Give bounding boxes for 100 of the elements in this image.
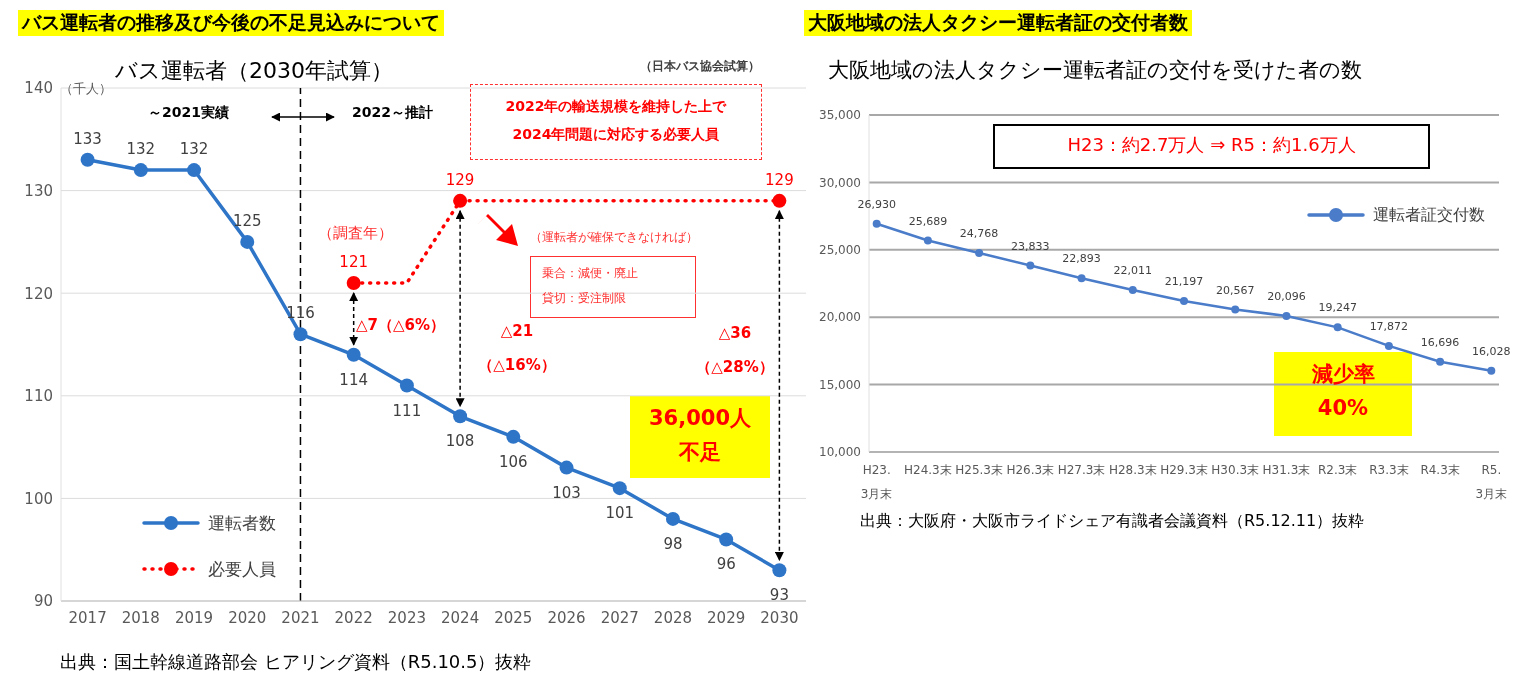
data-label: 125 xyxy=(232,211,262,230)
data-label: 103 xyxy=(552,483,581,502)
x-tick-label: R3.3末 xyxy=(1369,463,1409,477)
point xyxy=(872,219,881,228)
data-label: 16,696 xyxy=(1420,335,1460,349)
x-tick-label: H25.3末 xyxy=(955,463,1003,477)
data-label: 111 xyxy=(392,401,422,420)
data-label: 101 xyxy=(605,504,635,523)
point xyxy=(772,563,787,578)
x-tick-label: R2.3末 xyxy=(1317,463,1358,477)
point xyxy=(133,163,148,178)
point xyxy=(453,193,468,208)
annotation: （△16%） xyxy=(477,356,557,375)
x-tick-label: 2030 xyxy=(760,609,799,627)
x-tick-label: 2019 xyxy=(174,609,214,627)
annotation: 36,000人 xyxy=(647,405,752,432)
data-label: 20,096 xyxy=(1267,289,1306,303)
point xyxy=(80,152,95,167)
annotation: 2022～推計 xyxy=(352,104,433,122)
chart-title: 大阪地域の法人タクシー運転者証の交付者数 xyxy=(804,10,1192,36)
x-tick-label: 2029 xyxy=(707,609,746,627)
annotation: △7（△6%） xyxy=(356,316,445,335)
y-axis-title: （千人） xyxy=(60,80,112,98)
data-label: 22,011 xyxy=(1113,264,1153,278)
point xyxy=(293,327,308,342)
annotation: ～2021実績 xyxy=(148,104,229,122)
point xyxy=(1026,261,1035,270)
x-tick-label: H29.3末 xyxy=(1160,463,1208,477)
data-label: 129 xyxy=(765,170,794,189)
y-tick-label: 15,000 xyxy=(819,377,861,392)
point xyxy=(1384,341,1393,350)
annotation: △21 xyxy=(499,322,535,340)
point xyxy=(240,234,255,249)
point xyxy=(187,163,202,178)
data-label: 17,872 xyxy=(1369,319,1409,333)
data-label: 22,893 xyxy=(1062,252,1101,266)
point xyxy=(1436,357,1445,366)
source-note: 出典：国土幹線道路部会 ヒアリング資料（R5.10.5）抜粋 xyxy=(60,650,532,674)
chart-title: バス運転者の推移及び今後の不足見込みについて xyxy=(18,10,444,36)
x-tick-label: H24.3末 xyxy=(904,463,952,477)
x-tick-label: 2024 xyxy=(441,609,480,627)
y-tick-label: 120 xyxy=(24,284,53,303)
x-tick-label: H30.3末 xyxy=(1211,463,1260,477)
data-label: 24,768 xyxy=(959,226,999,240)
x-tick-label: 2022 xyxy=(334,609,373,627)
annotation: （運転者が確保できなければ） xyxy=(530,229,698,246)
data-label: 93 xyxy=(769,586,789,605)
x-tick-label: H27.3末 xyxy=(1057,463,1106,477)
y-tick-label: 140 xyxy=(24,79,53,98)
point xyxy=(719,532,734,547)
annotation: 乗合：減便・廃止 xyxy=(542,265,638,282)
point xyxy=(1180,297,1188,306)
legend-label: 必要人員 xyxy=(208,557,276,581)
x-tick-label: 2017 xyxy=(68,609,107,627)
x-tick-label: 2020 xyxy=(228,609,267,627)
point xyxy=(772,193,787,208)
x-tick-label: 2027 xyxy=(600,609,639,627)
chart-subtitle: バス運転者（2030年試算） xyxy=(115,57,393,85)
point xyxy=(559,460,574,475)
data-label: 121 xyxy=(339,252,368,271)
data-label: 16,028 xyxy=(1472,344,1511,358)
x-tick-label: 2018 xyxy=(121,609,160,627)
x-tick-label: 2026 xyxy=(547,609,586,627)
x-tick-label: 2028 xyxy=(653,609,693,627)
point xyxy=(346,347,361,362)
text: （日本バス協会試算） xyxy=(640,58,760,75)
legend-label: 運転者証交付数 xyxy=(1373,204,1485,226)
data-label: 98 xyxy=(663,534,683,553)
data-label: 132 xyxy=(179,140,209,159)
y-tick-label: 30,000 xyxy=(819,175,861,190)
data-label: 26,930 xyxy=(857,197,896,211)
point xyxy=(346,275,361,290)
y-tick-label: 100 xyxy=(24,489,53,508)
data-label: 21,197 xyxy=(1164,275,1204,289)
point xyxy=(506,429,521,444)
point xyxy=(975,248,984,257)
x-tick-label: R4.3末 xyxy=(1420,463,1460,477)
y-tick-label: 110 xyxy=(24,387,53,406)
annotation: 減少率 xyxy=(1310,361,1376,388)
y-tick-label: 35,000 xyxy=(819,108,861,123)
x-tick-label: H31.3末 xyxy=(1262,463,1311,477)
data-label: 96 xyxy=(716,555,736,574)
y-tick-label: 90 xyxy=(33,592,53,611)
point xyxy=(1282,311,1291,320)
x-tick-label: H28.3末 xyxy=(1108,463,1157,477)
x-tick-label: 2023 xyxy=(387,609,426,627)
data-label: 129 xyxy=(445,170,475,189)
point xyxy=(1231,305,1240,314)
y-tick-label: 20,000 xyxy=(819,310,861,325)
point xyxy=(1128,286,1137,295)
x-tick-label: R5. 3月末 xyxy=(1475,463,1508,501)
source-note: 出典：大阪府・大阪市ライドシェア有識者会議資料（R5.12.11）抜粋 xyxy=(860,511,1365,532)
data-label: 106 xyxy=(499,452,528,471)
point xyxy=(665,511,680,526)
point xyxy=(1487,366,1496,375)
x-tick-label: 2021 xyxy=(281,609,320,627)
data-label: 132 xyxy=(126,140,156,159)
data-label: 19,247 xyxy=(1318,301,1357,315)
annotation: H23：約2.7万人 ⇒ R5：約1.6万人 xyxy=(1066,133,1357,157)
annotation: （△28%） xyxy=(695,358,775,377)
